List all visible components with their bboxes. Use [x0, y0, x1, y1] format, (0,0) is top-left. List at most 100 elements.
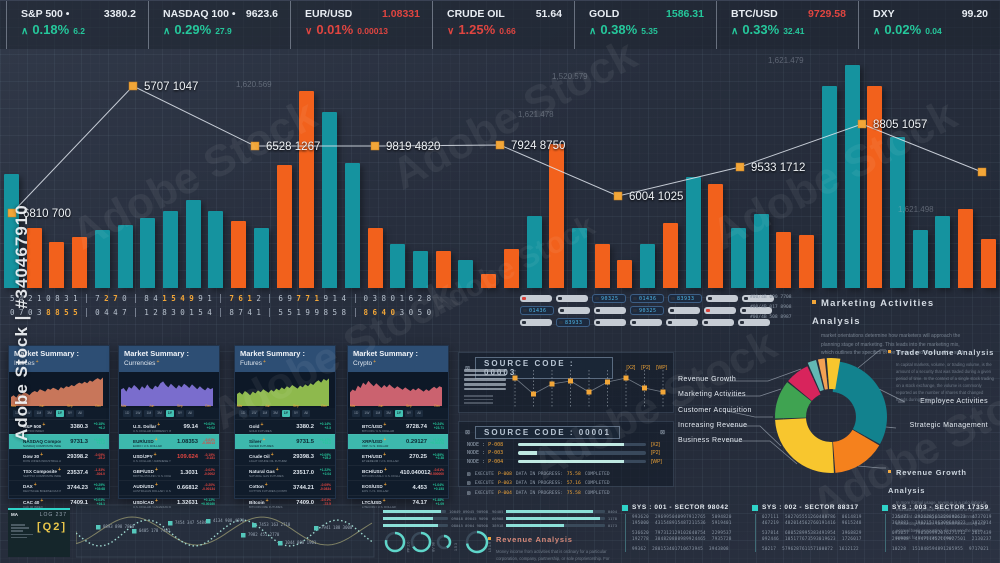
plus-icon: + [154, 482, 158, 489]
meter-label: 10049 09045 90908 [449, 509, 488, 514]
meter-prefix: 90405 [492, 509, 504, 514]
status-pill[interactable] [706, 295, 738, 302]
range-tab[interactable]: 3M [155, 410, 164, 417]
status-pill[interactable] [520, 295, 552, 302]
range-tab[interactable]: 1Y [55, 410, 65, 417]
range-tab[interactable]: 1W [133, 410, 143, 417]
range-tab[interactable]: 1M [373, 410, 383, 417]
range-tab[interactable]: 5Y [292, 410, 301, 417]
ticker-item[interactable]: BTC/USD 9729.58 ∧ 0.33% 32.41 [716, 1, 858, 49]
range-tab[interactable]: 1D [352, 410, 361, 417]
ticker-item[interactable]: EUR/USD 1.08331 ∨ 0.01% 0.00013 [290, 1, 432, 49]
status-pill[interactable] [594, 307, 626, 314]
status-pill[interactable] [668, 307, 700, 314]
status-pill[interactable] [704, 307, 736, 314]
market-row[interactable]: Gold+ GOLD FUTURES 3380.2 +0.14% +2.3 [235, 419, 335, 434]
market-row[interactable]: GBP/USD+BRITISH POUND / U.S. DOLLAR 1.303… [119, 464, 219, 480]
range-tab[interactable]: 5Y [405, 410, 414, 417]
market-row[interactable]: BTC/USD+ BITCOIN / U.S. DOLLAR 9728.74 +0.2… [348, 419, 448, 434]
market-row[interactable]: TSX Composite+ S&P/TSX COMPOSITE INDEX 235… [9, 464, 109, 480]
range-tab[interactable]: 1W [23, 410, 33, 417]
range-tab[interactable]: 5Y [66, 410, 75, 417]
checkbox-icon[interactable]: ⊠ [467, 480, 471, 487]
status-pill-active[interactable]: 83933 [668, 294, 702, 303]
status-pill[interactable] [520, 319, 552, 326]
ticker-item[interactable]: CRUDE OIL 51.64 ∨ 1.25% 0.66 [432, 1, 574, 49]
digit: 8 [46, 307, 56, 317]
market-row[interactable]: Bitcoin+ BITCOIN CME FUTURES 7409.0 -0.01% -… [235, 494, 335, 510]
range-tab[interactable]: 1M [260, 410, 270, 417]
range-tab[interactable]: 1M [34, 410, 44, 417]
market-row[interactable]: Cotton+COTTON FUTURES (CONTINUOUS.. 3744.… [235, 479, 335, 495]
checkbox-icon[interactable]: ⊠ [467, 470, 471, 478]
ticker-item[interactable]: NASDAQ 100 • 9623.6 ∧ 0.29% 27.9 [148, 1, 290, 49]
digit: 4 [19, 293, 29, 303]
market-row[interactable]: U.S. Dollar+U.S. DOLLAR CURRENCY INDEX 99… [119, 419, 219, 434]
status-pill[interactable] [558, 307, 590, 314]
market-row[interactable]: Crude Oil+ LIGHT CRUDE OIL FUTURES 29398.3… [235, 449, 335, 464]
market-row[interactable]: EOS/USD+ EOS / U.S. DOLLAR 4.453 +1.04% +0.1… [348, 479, 448, 495]
range-tab[interactable]: 1D [13, 410, 22, 417]
market-row[interactable]: Dow 30+DOW JONES INDUSTRIAL AVERA.. 29398… [9, 449, 109, 464]
market-row[interactable]: USD/JPY+ U.S. DOLLAR / JAPANESE YEN 109.62… [119, 449, 219, 464]
market-row[interactable]: AUD/USD+AUSTRALIAN DOLLAR / U.S. DOLLAR 0… [119, 479, 219, 495]
checkbox-icon[interactable]: ⊠ [467, 489, 471, 497]
market-row[interactable]: EUR/USD+ EURO / U.S. DOLLAR 1.08353 -0.01% -… [119, 434, 219, 450]
status-pill-active[interactable]: 01436 [520, 306, 554, 315]
status-pill[interactable] [702, 319, 734, 326]
donut-slice[interactable] [775, 382, 812, 419]
range-tab[interactable]: 1D [239, 410, 248, 417]
range-tab[interactable]: All [302, 410, 310, 417]
range-tab[interactable]: 3M [271, 410, 280, 417]
donut-slice[interactable] [832, 429, 880, 473]
status-pill[interactable] [630, 319, 662, 326]
range-tab[interactable]: 1W [362, 410, 372, 417]
market-row[interactable]: DAX+DEUTSCHE BOERSE DAX INDEX3744.23+0.2… [9, 479, 109, 495]
status-pill[interactable] [666, 319, 698, 326]
donut-slice[interactable] [807, 359, 824, 392]
range-tab[interactable]: 1Y [165, 410, 175, 417]
range-tab[interactable]: All [186, 410, 194, 417]
node-row: NODE : P-008 [X2] [467, 442, 665, 448]
status-pill-active[interactable]: 83933 [556, 318, 590, 327]
status-pill-active[interactable]: 90325 [592, 294, 626, 303]
range-tab[interactable]: All [415, 410, 423, 417]
range-tab[interactable]: 1Y [281, 410, 291, 417]
market-row-value: 270.25 [409, 454, 427, 461]
ticker-item[interactable]: GOLD 1586.31 ∧ 0.38% 5.35 [574, 1, 716, 49]
status-pill[interactable] [556, 295, 588, 302]
range-tab[interactable]: 3M [384, 410, 393, 417]
status-pill-active[interactable]: 90325 [630, 306, 664, 315]
market-row[interactable]: USD/CAD+U.S. DOLLAR / CANADIAN DOLLAR 1.3… [119, 494, 219, 510]
market-row[interactable]: NASDAQ Composite+NASDAQ COMPOSITE INDEX 9… [9, 434, 109, 450]
market-row[interactable]: CAC 40+ CAC 40 INDEX 7409.1 +0.03% +24.1 [9, 494, 109, 510]
status-pill[interactable] [594, 319, 626, 326]
range-tab[interactable]: 1Y [394, 410, 404, 417]
market-row[interactable]: ETH/USD+ ETHEREUM / U.S. DOLLAR 270.25 +0.8… [348, 449, 448, 464]
range-tab[interactable]: 1W [249, 410, 259, 417]
status-pill[interactable] [740, 307, 772, 314]
market-row[interactable]: LTC/USD+ LITECOIN / U.S. DOLLAR 74.17 +1.48… [348, 494, 448, 510]
close-box-icon[interactable]: ⊠ [465, 365, 470, 372]
status-pill[interactable] [742, 295, 774, 302]
status-pill-active[interactable]: 01436 [630, 294, 664, 303]
donut-slice[interactable] [817, 358, 828, 390]
donut-slice[interactable] [832, 361, 887, 445]
donut-slice[interactable] [788, 366, 821, 401]
status-pill[interactable] [738, 319, 770, 326]
ticker-item[interactable]: DXY 99.20 ∧ 0.02% 0.04 [858, 1, 1000, 49]
range-tab[interactable]: 1D [123, 410, 132, 417]
range-tab[interactable]: 3M [45, 410, 54, 417]
donut-slice[interactable] [826, 358, 841, 390]
ticker-item[interactable]: S&P 500 • 3380.2 ∧ 0.18% 6.2 [6, 1, 148, 49]
range-tab[interactable]: All [76, 410, 84, 417]
range-tab[interactable]: 5Y [176, 410, 185, 417]
donut-slice[interactable] [775, 418, 834, 473]
close-box-icon[interactable]: ⊠ [465, 430, 471, 436]
market-row[interactable]: S&P 500+ S&P 500 INDEX 3380.3 +0.18% +6.2 [9, 419, 109, 434]
market-row[interactable]: Silver+ SILVER FUTURES 9731.5 +0.17% +15.2 [235, 434, 335, 450]
market-row[interactable]: BCH/USD+ BITCOIN CASH / U.S. DOLLAR 410.04… [348, 464, 448, 480]
range-tab[interactable]: 1M [144, 410, 154, 417]
market-row[interactable]: XRP/USD+ XRP / U.S. DOLLAR 0.29127 +1.31% +0… [348, 434, 448, 450]
market-row[interactable]: Natural Gas+ NATURAL GAS FUTURES 23517.0 +1… [235, 464, 335, 480]
